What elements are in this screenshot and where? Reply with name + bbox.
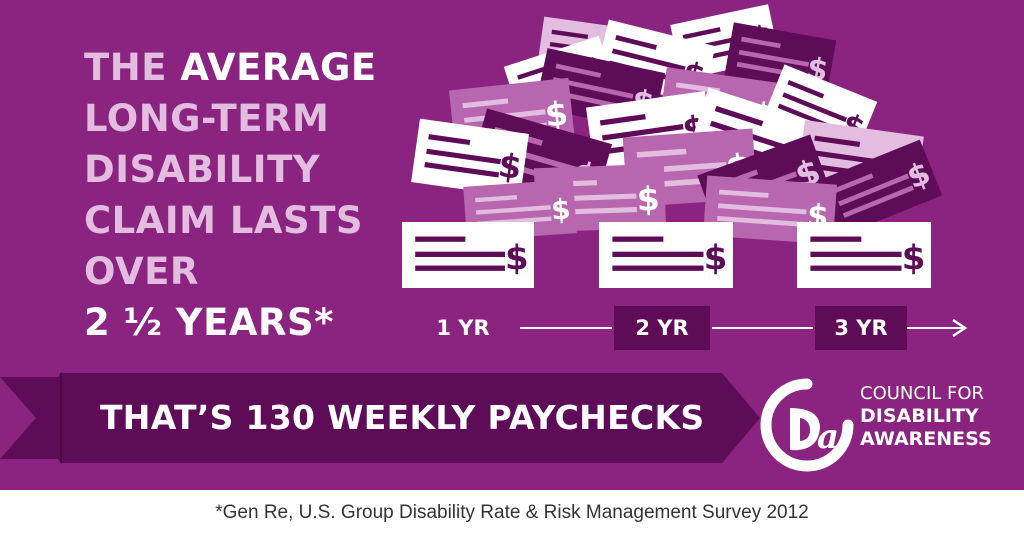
headline-line-1-pre: THE xyxy=(84,46,181,89)
logo-wordmark: COUNCIL FOR DISABILITY AWARENESS xyxy=(860,383,992,451)
paycheck-front-2: $ xyxy=(599,222,733,288)
headline-line-2: LONG-TERM xyxy=(84,97,330,140)
timeline-label-2-yr: 2 YR xyxy=(614,306,710,350)
logo-line-council-for: COUNCIL FOR xyxy=(860,383,985,404)
paycheck-pile-group: $$$$$$$$$$$$$$$$$$$$ xyxy=(411,4,943,245)
headline-line-6: 2 ½ YEARS* xyxy=(84,301,334,344)
banner-text: THAT’S 130 WEEKLY PAYCHECKS xyxy=(100,398,705,437)
logo-line-disability: DISABILITY xyxy=(860,405,979,427)
paycheck-front-1: $ xyxy=(402,222,534,288)
headline-line-1-emphasis: AVERAGE xyxy=(180,46,377,89)
paycheck-pile-item-18: $ xyxy=(817,139,943,237)
dollar-sign-icon: $ xyxy=(636,179,660,219)
footnote: *Gen Re, U.S. Group Disability Rate & Ri… xyxy=(215,502,809,523)
svg-text:a: a xyxy=(817,417,839,457)
timeline-label-1-yr: 1 YR xyxy=(436,316,490,340)
dollar-sign-icon: $ xyxy=(505,239,529,279)
headline-line-1: THE AVERAGE xyxy=(84,42,377,93)
purple-panel: THE AVERAGE LONG-TERM DISABILITY CLAIM L… xyxy=(0,0,1024,490)
cda-logo-icon: a xyxy=(760,378,854,472)
paycheck-pile: $$$$$$$$$$$$$$$$$$$$ $$$ xyxy=(402,4,968,338)
dollar-sign-icon: $ xyxy=(704,239,728,279)
headline-line-3: DISABILITY xyxy=(84,148,321,191)
headline: THE AVERAGE LONG-TERM DISABILITY CLAIM L… xyxy=(84,42,377,348)
paycheck-pile-item-13: $ xyxy=(411,118,529,198)
headline-line-4: CLAIM LASTS xyxy=(84,199,364,242)
timeline-label-3-yr: 3 YR xyxy=(815,306,907,350)
dollar-sign-icon: $ xyxy=(550,192,572,226)
banner-ribbon xyxy=(0,371,760,465)
paycheck-front-3: $ xyxy=(797,222,931,288)
logo-line-awareness: AWARENESS xyxy=(860,428,992,450)
dollar-sign-icon: $ xyxy=(902,239,926,279)
paycheck-front-row: $ $ $ xyxy=(402,222,931,288)
headline-line-5: OVER xyxy=(84,250,199,293)
dollar-sign-icon: $ xyxy=(496,145,524,187)
right-arrow-icon xyxy=(520,318,968,338)
